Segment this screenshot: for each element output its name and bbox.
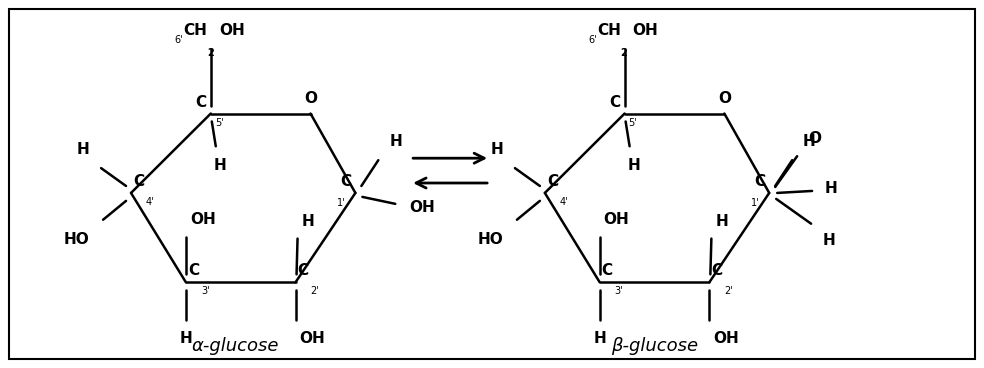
Text: H: H	[179, 331, 192, 346]
Text: H: H	[77, 142, 90, 157]
Text: OH: OH	[409, 200, 435, 215]
Text: H: H	[214, 158, 226, 173]
Text: CH: CH	[596, 23, 621, 38]
Text: C: C	[547, 174, 558, 189]
Text: O: O	[304, 91, 317, 106]
Text: C: C	[754, 174, 766, 189]
Text: 2: 2	[207, 48, 214, 58]
Text: C: C	[297, 263, 309, 278]
FancyBboxPatch shape	[10, 9, 974, 359]
Text: CH: CH	[183, 23, 207, 38]
Text: H: H	[627, 158, 640, 173]
Text: OH: OH	[190, 212, 215, 227]
Text: HO: HO	[477, 231, 503, 247]
Text: H: H	[803, 134, 816, 149]
Text: H: H	[715, 214, 728, 229]
Text: H: H	[823, 233, 835, 248]
Text: 3': 3'	[201, 286, 210, 296]
Text: C: C	[711, 263, 722, 278]
Text: α-glucose: α-glucose	[192, 337, 279, 355]
Text: 5': 5'	[215, 118, 223, 128]
Text: H: H	[390, 134, 402, 149]
Text: O: O	[718, 91, 731, 106]
Text: 2': 2'	[724, 286, 733, 296]
Text: 1': 1'	[337, 198, 345, 208]
Text: 4': 4'	[146, 197, 154, 207]
Text: 5': 5'	[629, 118, 638, 128]
Text: HO: HO	[63, 231, 90, 247]
Text: β-glucose: β-glucose	[611, 337, 698, 355]
Text: C: C	[601, 263, 613, 278]
Text: C: C	[133, 174, 144, 189]
Text: 6': 6'	[588, 35, 596, 45]
Text: 3': 3'	[615, 286, 623, 296]
Text: H: H	[825, 181, 837, 197]
Text: OH: OH	[633, 23, 658, 38]
Text: 4': 4'	[560, 197, 569, 207]
Text: 2': 2'	[311, 286, 319, 296]
Text: OH: OH	[603, 212, 630, 227]
Text: OH: OH	[713, 331, 739, 346]
Text: 6': 6'	[174, 35, 183, 45]
Text: C: C	[188, 263, 199, 278]
Text: OH: OH	[299, 331, 326, 346]
Text: OH: OH	[218, 23, 244, 38]
Text: C: C	[196, 95, 207, 110]
Text: O: O	[808, 131, 821, 146]
Text: H: H	[593, 331, 606, 346]
Text: C: C	[609, 95, 621, 110]
Text: H: H	[490, 142, 503, 157]
Text: 2: 2	[621, 48, 628, 58]
Text: C: C	[340, 174, 351, 189]
Text: 1': 1'	[751, 198, 760, 208]
Text: H: H	[301, 214, 314, 229]
